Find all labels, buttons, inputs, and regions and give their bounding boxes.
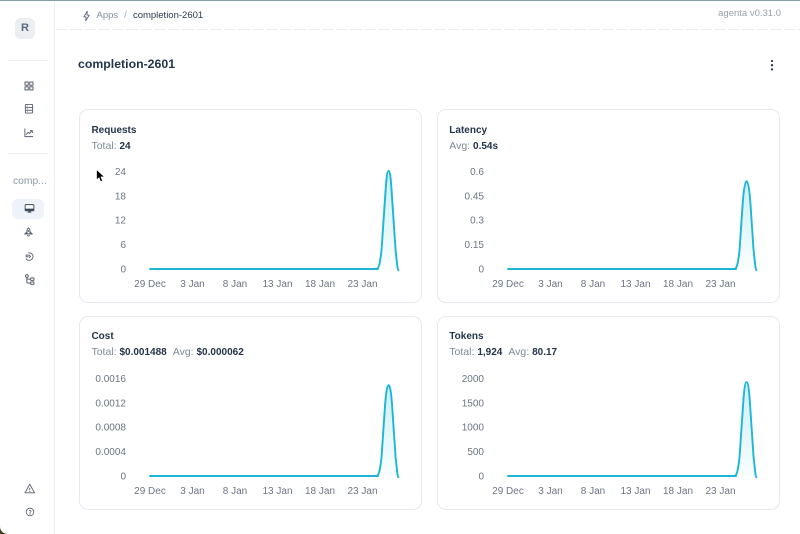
svg-text:0: 0 bbox=[120, 471, 126, 482]
svg-text:23 Jan: 23 Jan bbox=[347, 486, 377, 497]
svg-text:0.0012: 0.0012 bbox=[95, 398, 126, 409]
svg-text:0.3: 0.3 bbox=[470, 216, 484, 227]
svg-text:3 Jan: 3 Jan bbox=[538, 279, 562, 290]
svg-text:0.0004: 0.0004 bbox=[95, 447, 126, 458]
svg-text:13 Jan: 13 Jan bbox=[620, 279, 650, 290]
svg-text:6: 6 bbox=[120, 240, 126, 251]
svg-text:13 Jan: 13 Jan bbox=[620, 486, 650, 497]
svg-text:13 Jan: 13 Jan bbox=[262, 486, 292, 497]
svg-text:1500: 1500 bbox=[461, 398, 484, 409]
svg-text:18 Jan: 18 Jan bbox=[305, 279, 335, 290]
svg-text:8 Jan: 8 Jan bbox=[223, 486, 247, 497]
svg-text:2000: 2000 bbox=[461, 373, 484, 384]
svg-text:0.0016: 0.0016 bbox=[95, 373, 126, 384]
svg-text:18 Jan: 18 Jan bbox=[305, 486, 335, 497]
svg-text:0: 0 bbox=[120, 265, 126, 276]
svg-text:29 Dec: 29 Dec bbox=[134, 486, 166, 497]
svg-text:0.15: 0.15 bbox=[464, 240, 484, 251]
svg-text:0: 0 bbox=[478, 471, 484, 482]
svg-text:24: 24 bbox=[115, 167, 127, 178]
svg-text:0.6: 0.6 bbox=[470, 167, 484, 178]
svg-text:29 Dec: 29 Dec bbox=[492, 486, 524, 497]
svg-text:3 Jan: 3 Jan bbox=[180, 279, 204, 290]
svg-text:29 Dec: 29 Dec bbox=[492, 279, 524, 290]
svg-text:3 Jan: 3 Jan bbox=[538, 486, 562, 497]
svg-text:500: 500 bbox=[467, 447, 484, 458]
svg-text:0: 0 bbox=[478, 265, 484, 276]
svg-text:13 Jan: 13 Jan bbox=[262, 279, 292, 290]
svg-text:29 Dec: 29 Dec bbox=[134, 279, 166, 290]
svg-text:0.0008: 0.0008 bbox=[95, 422, 126, 433]
svg-text:18 Jan: 18 Jan bbox=[663, 486, 693, 497]
svg-text:8 Jan: 8 Jan bbox=[580, 486, 604, 497]
svg-text:23 Jan: 23 Jan bbox=[705, 279, 735, 290]
svg-text:8 Jan: 8 Jan bbox=[580, 279, 604, 290]
svg-text:8 Jan: 8 Jan bbox=[223, 279, 247, 290]
svg-text:23 Jan: 23 Jan bbox=[347, 279, 377, 290]
svg-text:18: 18 bbox=[115, 192, 127, 203]
svg-text:12: 12 bbox=[115, 216, 127, 227]
svg-text:0.45: 0.45 bbox=[464, 192, 484, 203]
svg-text:1000: 1000 bbox=[461, 422, 484, 433]
svg-text:23 Jan: 23 Jan bbox=[705, 486, 735, 497]
svg-text:3 Jan: 3 Jan bbox=[180, 486, 204, 497]
svg-text:18 Jan: 18 Jan bbox=[663, 279, 693, 290]
